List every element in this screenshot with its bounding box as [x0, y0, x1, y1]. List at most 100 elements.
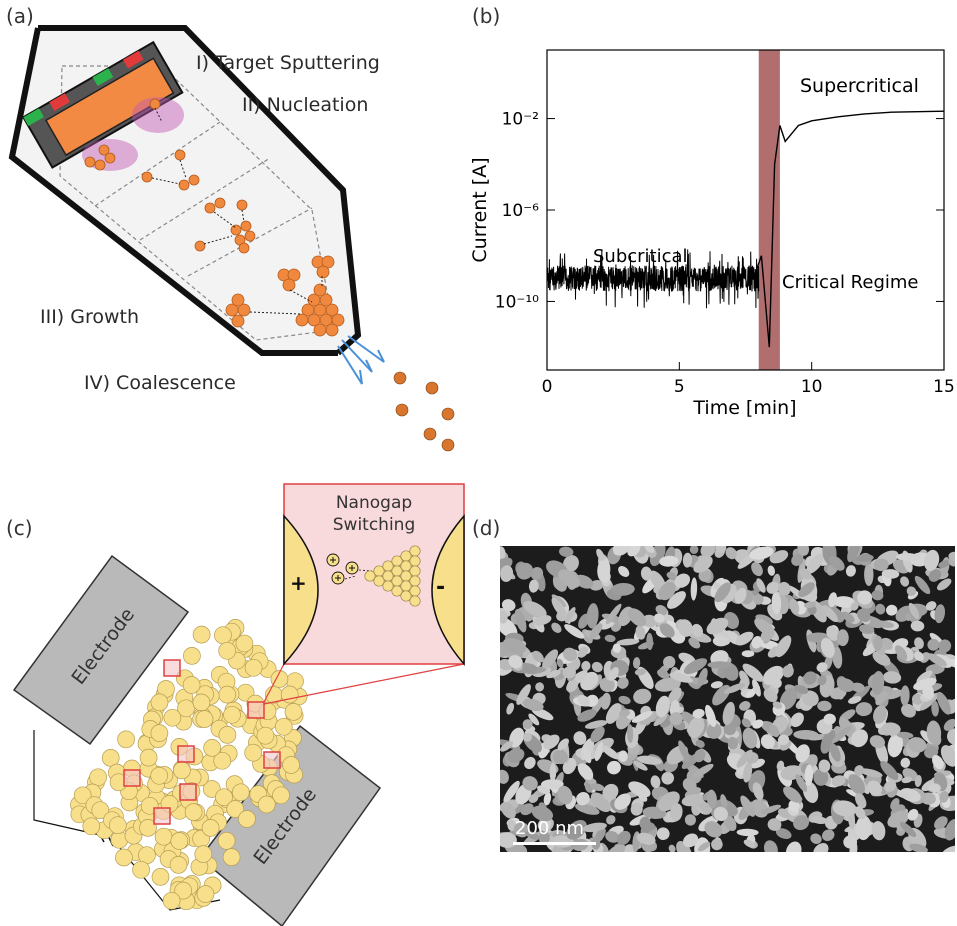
nanoparticle — [280, 685, 299, 704]
nanoparticle — [132, 860, 150, 879]
sem-grain — [551, 622, 562, 633]
sem-grain — [597, 558, 611, 582]
sem-grain — [639, 816, 651, 830]
sem-grain — [577, 763, 594, 780]
nanoparticle — [177, 699, 195, 718]
sem-grain — [926, 653, 947, 667]
sem-grain — [697, 841, 711, 852]
sem-grain — [833, 596, 856, 608]
nanoparticle — [222, 848, 241, 866]
sem-grain — [936, 578, 952, 591]
nanoparticle — [215, 788, 233, 807]
sem-grain — [831, 775, 846, 787]
switching-site-markers — [123, 659, 281, 825]
sem-grain — [909, 843, 928, 852]
sem-grain — [626, 724, 634, 744]
sem-grain — [794, 684, 809, 695]
sem-grain — [753, 594, 764, 605]
sem-grain — [736, 749, 753, 768]
sem-grain — [596, 548, 605, 561]
nanoparticle — [184, 803, 203, 821]
dendrite-particle — [364, 570, 376, 582]
sem-grain — [628, 608, 647, 627]
sem-grain — [867, 780, 883, 796]
sem-grain — [633, 688, 652, 705]
y-ticks: 10⁻¹⁰ 10⁻⁶ 10⁻² — [495, 110, 944, 312]
nanoparticle — [139, 748, 158, 767]
sem-grain — [873, 558, 889, 572]
sem-grain — [752, 679, 761, 697]
sem-grain — [531, 805, 554, 822]
sem-grain — [654, 677, 681, 692]
sem-grain — [563, 555, 579, 572]
nanoparticle — [89, 768, 107, 787]
nanoparticle — [192, 625, 211, 644]
sem-grain — [803, 601, 817, 609]
sem-grain — [735, 631, 754, 646]
sem-grain — [790, 712, 804, 728]
sem-grain — [783, 786, 802, 803]
dendrite-particle — [409, 595, 421, 607]
nanoparticle — [203, 739, 221, 757]
sem-grain — [501, 599, 516, 612]
x-axis-label: Time [min] — [692, 397, 796, 419]
panel-b-label: (b) — [472, 4, 501, 28]
sem-grain — [650, 775, 661, 789]
inset-dendrite — [364, 545, 421, 607]
nanoparticle — [151, 868, 170, 886]
sem-grain — [590, 792, 611, 813]
nanoparticle — [139, 819, 157, 837]
nanoparticle — [194, 845, 213, 863]
panel-c-label: (c) — [6, 516, 33, 540]
dendrite-particle — [409, 575, 421, 587]
sem-grain — [887, 733, 903, 758]
sem-grain — [843, 835, 858, 849]
cluster-beam-jets — [337, 335, 385, 385]
sem-grain — [711, 838, 723, 851]
sem-grain — [782, 665, 794, 678]
y-axis-label: Current [A] — [469, 157, 491, 262]
sem-grain — [767, 565, 775, 576]
divider-line — [187, 207, 313, 277]
sem-grain — [772, 701, 783, 709]
sem-grain — [923, 549, 940, 571]
sem-grain — [803, 671, 817, 685]
inset-minus-sign: - — [436, 575, 445, 600]
sem-grain — [594, 741, 604, 762]
inset-title-line2: Switching — [333, 515, 416, 535]
sem-grain — [646, 632, 654, 651]
nanoparticle — [173, 761, 191, 780]
nanogap-device-diagram: + - Nanogap Switching Electrode Electrod… — [12, 483, 465, 926]
sem-grain — [581, 660, 591, 672]
nanoparticle — [257, 795, 276, 814]
sem-grain — [770, 550, 789, 564]
sem-grain — [697, 668, 708, 687]
sem-grain — [850, 602, 859, 611]
sem-grain — [557, 738, 569, 751]
chamber-wall-left — [8, 27, 338, 356]
sem-grain — [722, 701, 735, 726]
sem-grain — [667, 687, 682, 704]
sem-grain — [857, 590, 872, 605]
sem-grain — [828, 555, 845, 571]
sem-grain — [532, 650, 544, 663]
sem-grain — [500, 557, 513, 576]
sem-grain — [928, 783, 941, 793]
sem-grain — [618, 695, 631, 705]
sem-grain — [881, 569, 900, 579]
sem-grain — [551, 597, 567, 619]
sem-grain — [943, 718, 955, 731]
sem-grain — [797, 546, 810, 556]
nanoparticle — [223, 705, 241, 724]
nanoparticle — [256, 726, 275, 745]
sem-grain — [939, 791, 949, 803]
sem-grain — [900, 757, 911, 768]
nanoparticle — [115, 848, 133, 867]
sem-grain — [927, 638, 940, 651]
sem-grain — [872, 651, 891, 666]
sem-grain — [710, 681, 723, 689]
sem-grain — [760, 734, 775, 749]
sem-grain — [832, 800, 857, 817]
sem-grain — [514, 609, 527, 633]
sem-grain — [763, 688, 778, 703]
